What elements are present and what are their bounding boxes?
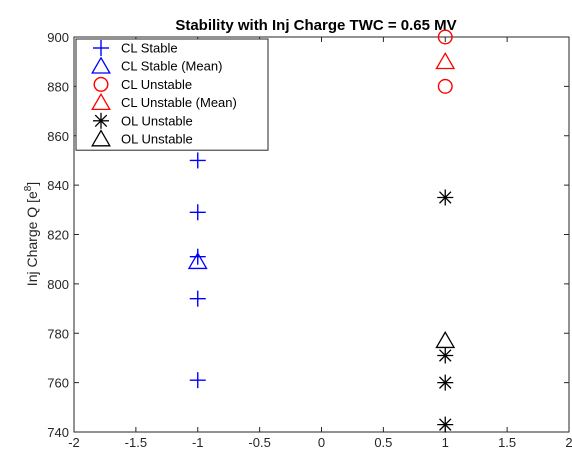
- y-tick-label: 780: [47, 326, 69, 341]
- x-tick-label: 0: [318, 435, 325, 450]
- legend-entry-label: CL Unstable: [121, 77, 192, 92]
- legend-entry-label: OL Unstable: [121, 132, 193, 147]
- chart-title: Stability with Inj Charge TWC = 0.65 MV: [175, 17, 456, 34]
- y-axis-title-main: Inj Charge Q [e: [24, 191, 40, 286]
- legend-entry-label: CL Unstable (Mean): [121, 95, 237, 110]
- legend-marker: [93, 76, 109, 92]
- x-tick-label: -1: [192, 435, 204, 450]
- y-tick-label: 900: [47, 30, 69, 45]
- x-tick-label: -1.5: [125, 435, 147, 450]
- y-tick-label: 740: [47, 425, 69, 440]
- legend-marker: [91, 129, 111, 147]
- plus-point: [189, 372, 206, 389]
- plus-point: [189, 204, 206, 221]
- legend-marker: [91, 56, 111, 74]
- y-axis-label: Inj Charge Q [e8]: [23, 182, 40, 286]
- y-axis-title: Inj Charge Q [e8]: [23, 182, 40, 286]
- asterisk-point: [437, 374, 454, 391]
- y-tick-label: 840: [47, 178, 69, 193]
- y-axis-title-tail: ]: [24, 182, 40, 186]
- asterisk-point: [437, 416, 454, 433]
- x-tick-label: 0.5: [374, 435, 392, 450]
- triangle-point: [435, 330, 456, 349]
- x-tick-label: 1.5: [498, 435, 516, 450]
- asterisk-point: [437, 347, 454, 364]
- legend: CL Stable CL Stable (Mean) CL Unstable CL U…: [75, 38, 269, 151]
- legend-entry-label: OL Unstable: [121, 113, 193, 128]
- plus-point: [189, 290, 206, 307]
- plus-point: [189, 152, 206, 169]
- circle-point: [437, 78, 453, 94]
- triangle-point: [187, 251, 208, 270]
- legend-entry-label: CL Stable: [121, 41, 178, 56]
- x-tick-label: 1: [442, 435, 449, 450]
- legend-box: [75, 38, 269, 151]
- y-axis-title-superscript: 8: [23, 185, 34, 191]
- y-tick-label: 880: [47, 79, 69, 94]
- circle-point: [437, 29, 453, 45]
- x-tick-label: -0.5: [248, 435, 270, 450]
- x-tick-label: -2: [68, 435, 80, 450]
- plus-point: [189, 248, 206, 265]
- legend-marker: [93, 112, 109, 129]
- triangle-point: [435, 51, 456, 70]
- legend-marker: [93, 40, 109, 56]
- y-tick-label: 800: [47, 277, 69, 292]
- legend-entry-label: CL Stable (Mean): [121, 59, 222, 74]
- x-tick-label: 2: [565, 435, 572, 450]
- y-tick-label: 820: [47, 228, 69, 243]
- legend-marker: [91, 92, 111, 111]
- y-tick-label: 860: [47, 129, 69, 144]
- y-tick-label: 760: [47, 376, 69, 391]
- asterisk-point: [437, 189, 454, 206]
